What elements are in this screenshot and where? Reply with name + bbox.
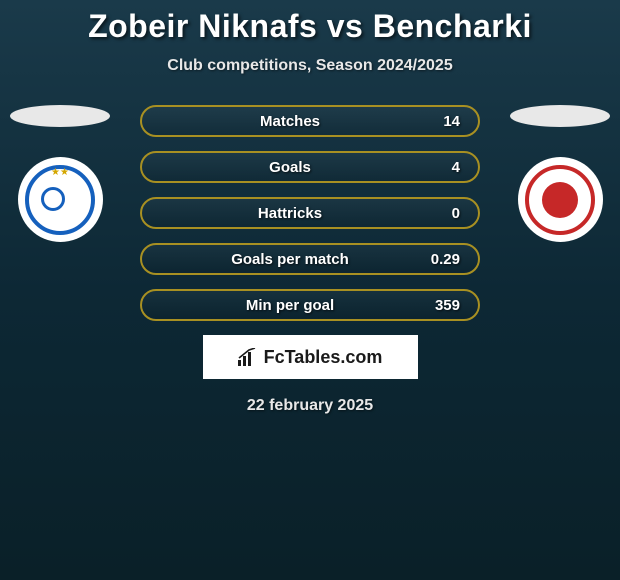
stat-row: Hattricks 0 bbox=[140, 197, 480, 229]
comparison-date: 22 february 2025 bbox=[0, 397, 620, 415]
stat-label: Goals bbox=[160, 159, 420, 176]
left-player-badge bbox=[10, 105, 110, 285]
stat-label: Min per goal bbox=[160, 297, 420, 314]
stat-row: Matches 14 bbox=[140, 105, 480, 137]
stat-value: 4 bbox=[420, 159, 460, 176]
stat-label: Matches bbox=[160, 113, 420, 130]
stat-row: Goals 4 bbox=[140, 151, 480, 183]
stat-label: Hattricks bbox=[160, 205, 420, 222]
stat-value: 0.29 bbox=[420, 251, 460, 268]
comparison-title: Zobeir Niknafs vs Bencharki bbox=[0, 0, 620, 45]
stat-value: 0 bbox=[420, 205, 460, 222]
stat-value: 14 bbox=[420, 113, 460, 130]
stat-row: Goals per match 0.29 bbox=[140, 243, 480, 275]
stat-label: Goals per match bbox=[160, 251, 420, 268]
left-flag-icon bbox=[10, 105, 110, 127]
stats-list: Matches 14 Goals 4 Hattricks 0 Goals per… bbox=[140, 105, 480, 321]
right-flag-icon bbox=[510, 105, 610, 127]
stat-row: Min per goal 359 bbox=[140, 289, 480, 321]
stat-value: 359 bbox=[420, 297, 460, 314]
left-club-logo bbox=[18, 157, 103, 242]
alrayyan-logo-icon bbox=[525, 165, 595, 235]
brand-box[interactable]: FcTables.com bbox=[203, 335, 418, 379]
chart-icon bbox=[238, 348, 258, 366]
right-player-badge bbox=[510, 105, 610, 285]
season-subtitle: Club competitions, Season 2024/2025 bbox=[0, 57, 620, 75]
right-club-logo bbox=[518, 157, 603, 242]
content-area: Matches 14 Goals 4 Hattricks 0 Goals per… bbox=[0, 105, 620, 415]
brand-text: FcTables.com bbox=[264, 347, 383, 368]
esteghlal-logo-icon bbox=[25, 165, 95, 235]
